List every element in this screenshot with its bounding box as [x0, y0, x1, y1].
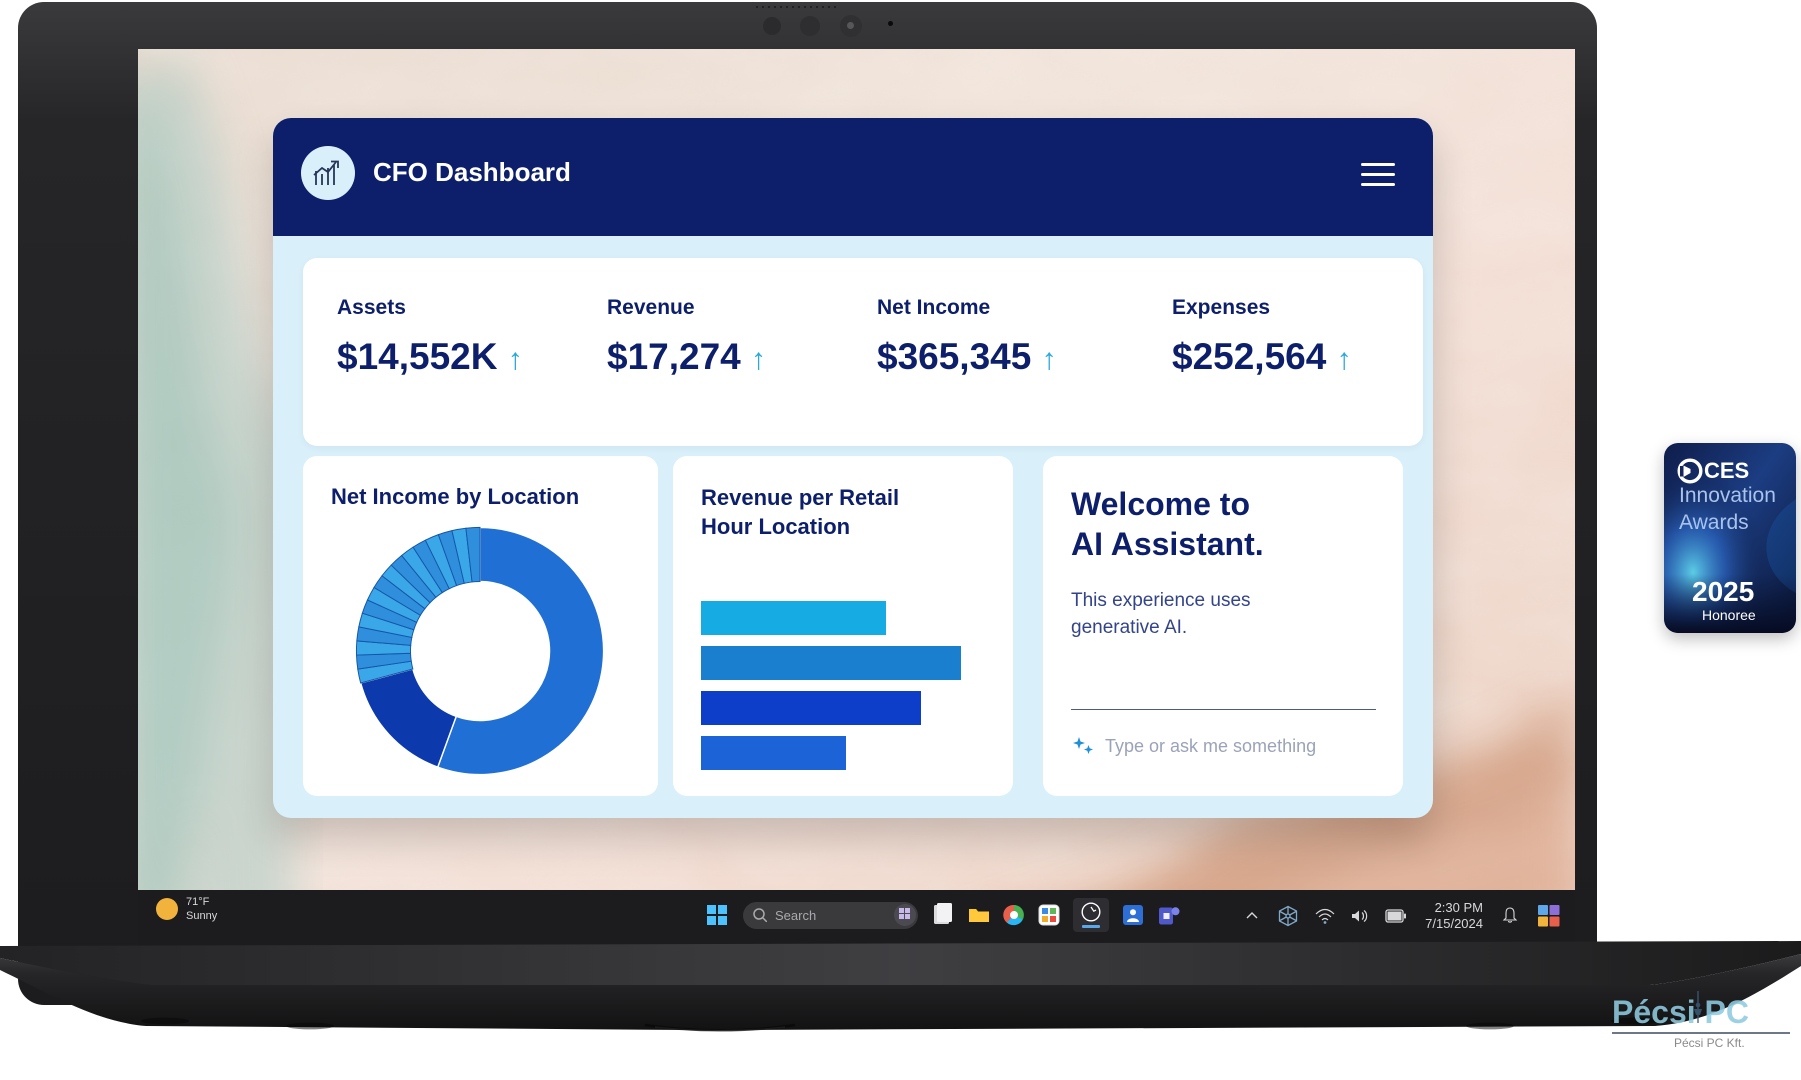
svg-text:CES: CES	[1704, 458, 1749, 483]
svg-text:Pécsi PC Kft.: Pécsi PC Kft.	[1674, 1036, 1745, 1050]
svg-text:Awards: Awards	[1679, 511, 1749, 534]
svg-text:Pécsi PC: Pécsi PC	[1612, 994, 1749, 1030]
svg-text:2025: 2025	[1692, 576, 1754, 607]
svg-text:Innovation: Innovation	[1679, 484, 1776, 507]
svg-text:Honoree: Honoree	[1702, 607, 1756, 623]
